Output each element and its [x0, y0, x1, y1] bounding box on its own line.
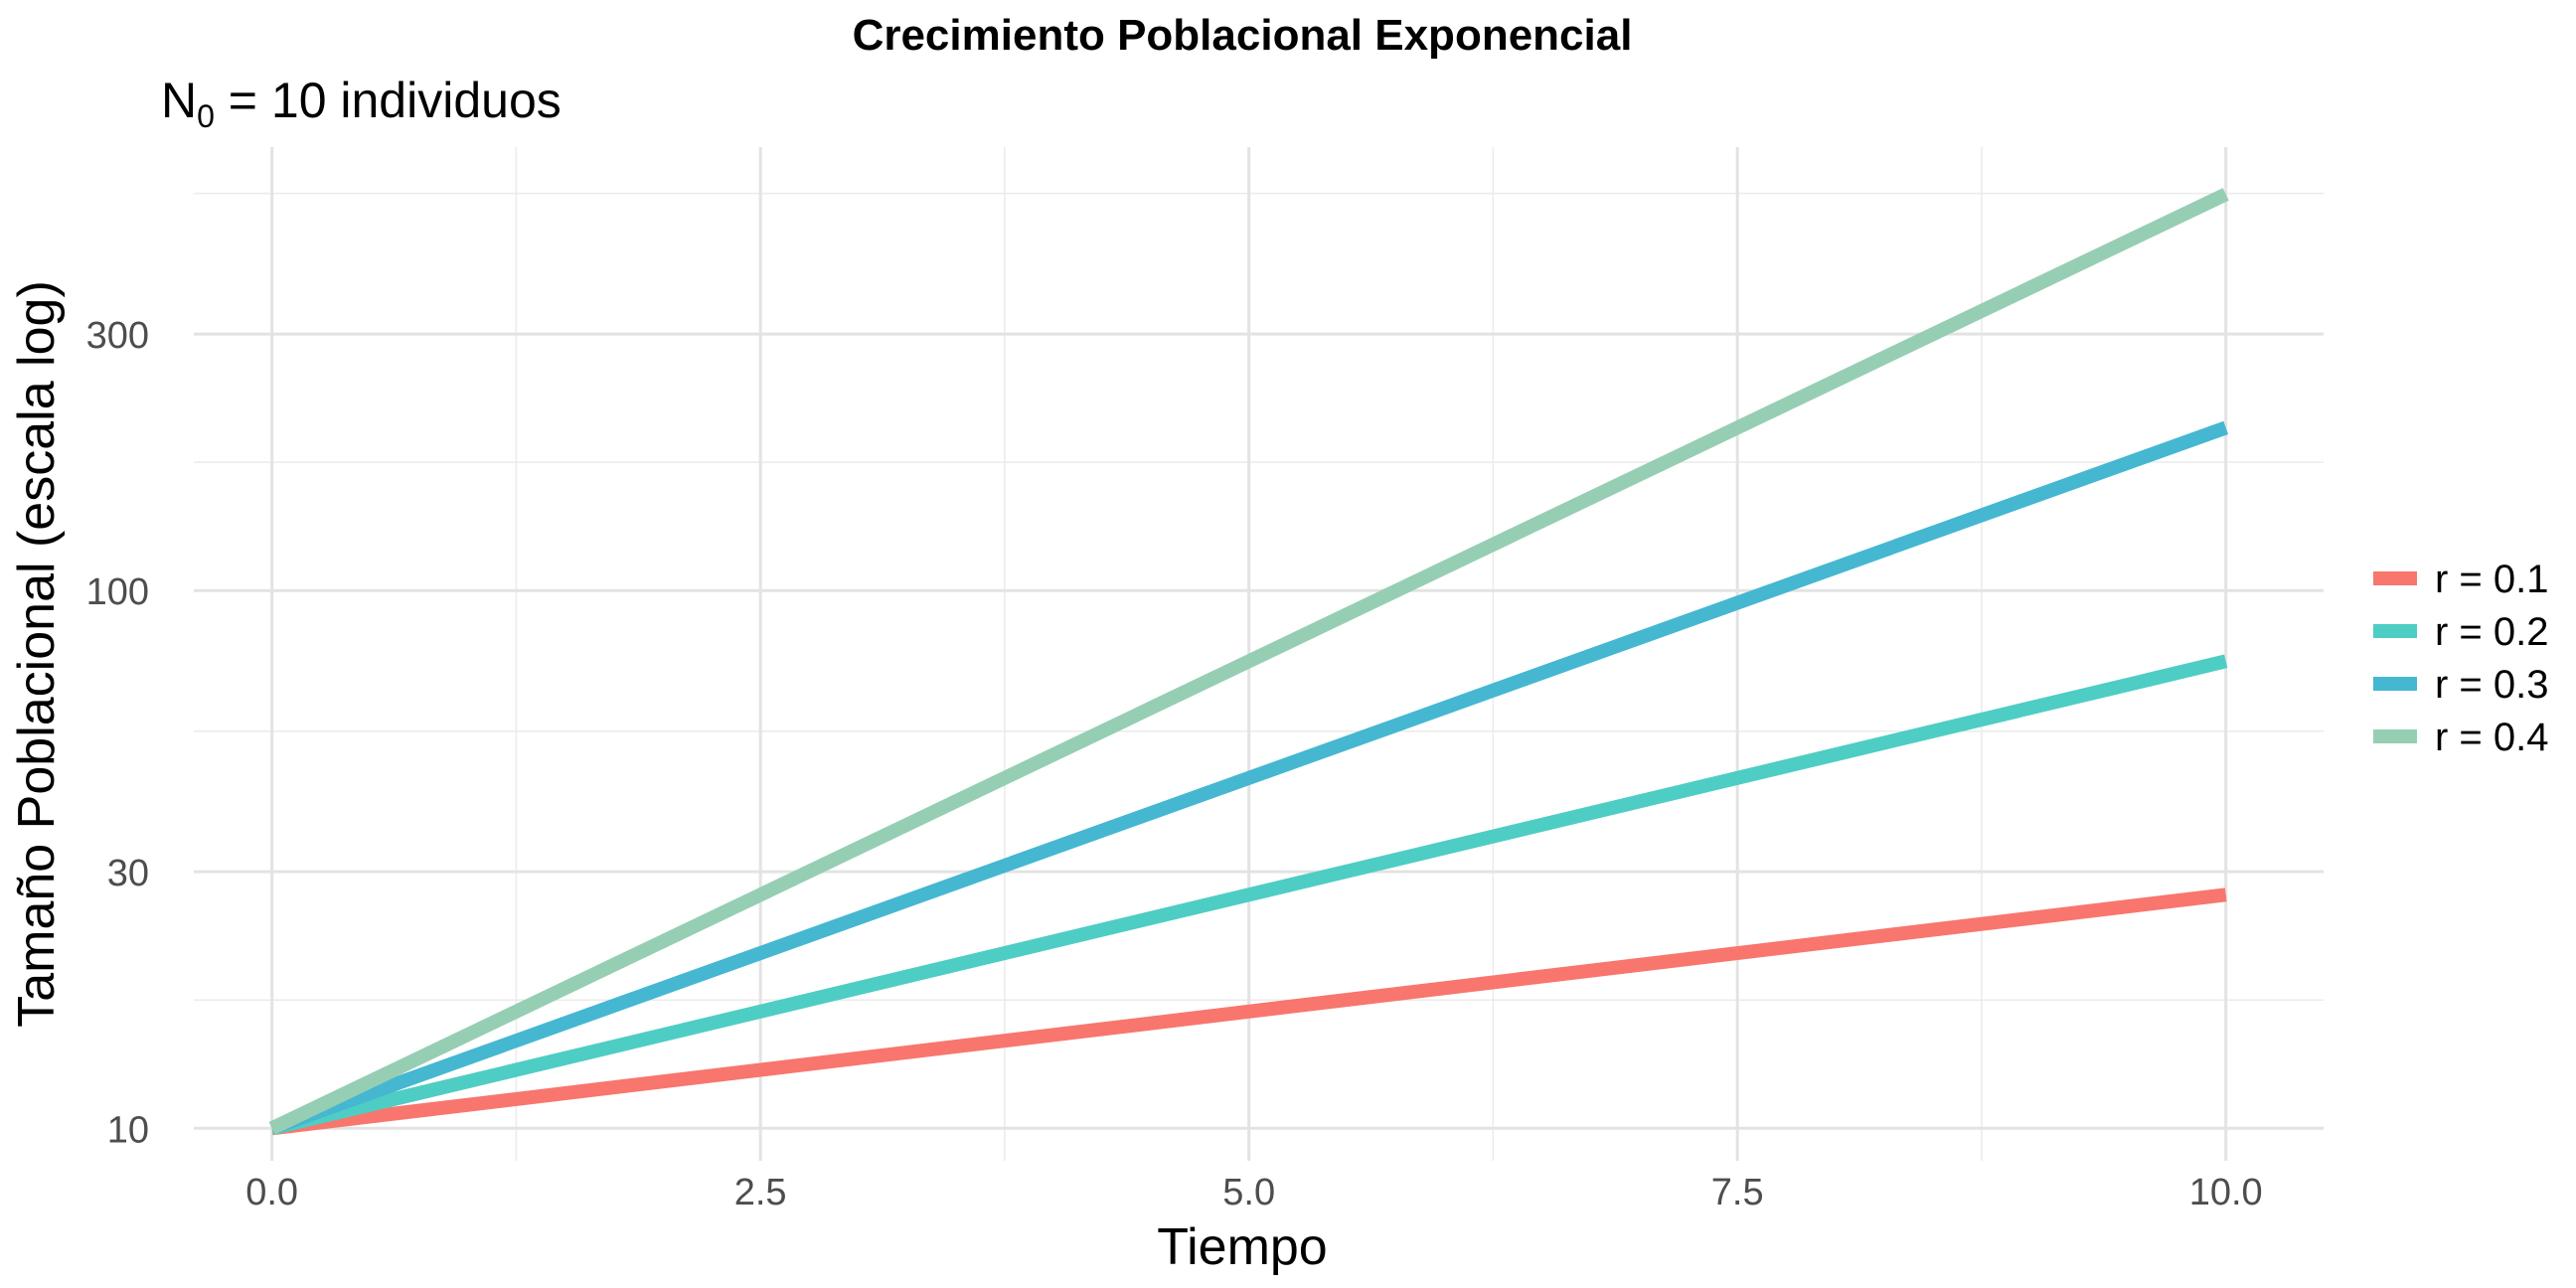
y-axis-title: Tamaño Poblacional (escala log)	[8, 280, 66, 1028]
legend-label-4: r = 0.4	[2435, 716, 2549, 759]
y-tick-labels: 10 30 100 300	[86, 315, 149, 1151]
chart-title: Crecimiento Poblacional Exponencial	[853, 11, 1633, 60]
y-tick-label: 10	[107, 1109, 149, 1151]
series-line-4	[268, 188, 2229, 1135]
x-tick-label: 10.0	[2189, 1172, 2263, 1213]
chart-subtitle: N0 = 10 individuos	[161, 73, 562, 134]
legend-label-2: r = 0.2	[2435, 610, 2549, 654]
legend: r = 0.1 r = 0.2 r = 0.3 r = 0.4	[2373, 558, 2549, 759]
x-tick-label: 2.5	[734, 1172, 787, 1213]
series-line-2	[270, 654, 2228, 1136]
legend-label-1: r = 0.1	[2435, 558, 2549, 601]
x-tick-label: 0.0	[245, 1172, 298, 1213]
series-line-1	[270, 887, 2227, 1136]
subtitle-text: = 10 individuos	[215, 73, 562, 128]
y-tick-label: 100	[86, 571, 149, 613]
series-line-3	[269, 420, 2229, 1135]
x-axis-title: Tiempo	[1157, 1218, 1327, 1276]
series-lines	[268, 188, 2229, 1136]
x-tick-label: 5.0	[1222, 1172, 1275, 1213]
subtitle-subscript: 0	[197, 98, 215, 134]
major-gridlines	[194, 147, 2324, 1161]
legend-label-3: r = 0.3	[2435, 663, 2549, 707]
x-tick-label: 7.5	[1711, 1172, 1764, 1213]
y-tick-label: 300	[86, 315, 149, 357]
y-tick-label: 30	[107, 853, 149, 894]
x-tick-labels: 0.0 2.5 5.0 7.5 10.0	[245, 1172, 2262, 1213]
subtitle-symbol: N	[161, 73, 197, 128]
